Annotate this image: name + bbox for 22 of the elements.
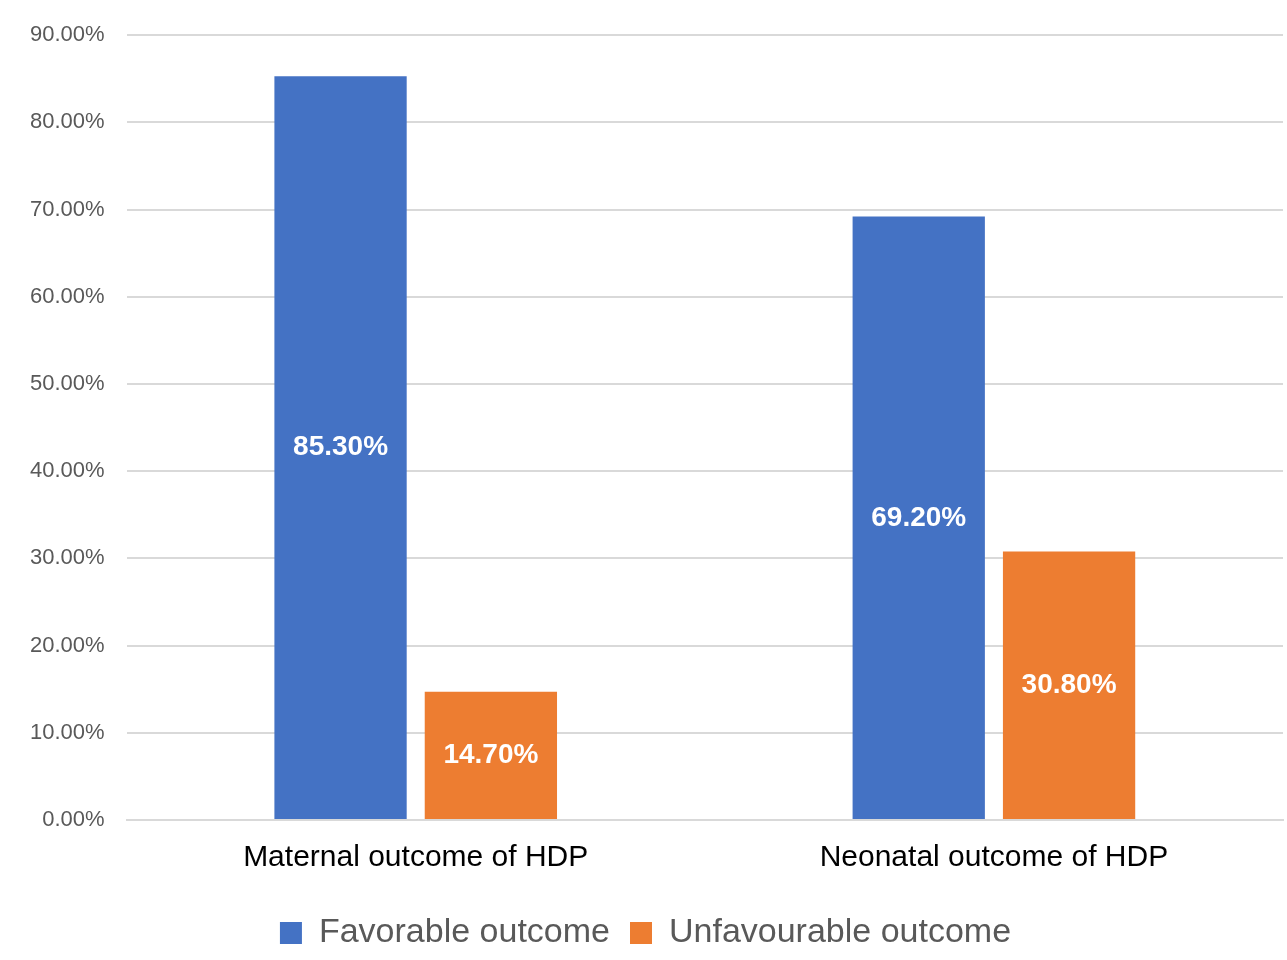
y-tick-label: 0.00% xyxy=(42,806,105,832)
data-label: 69.20% xyxy=(871,500,967,532)
bar xyxy=(274,76,407,819)
y-tick-label: 40.00% xyxy=(29,457,105,483)
y-tick-label: 60.00% xyxy=(29,282,105,308)
bar xyxy=(1002,551,1136,819)
y-tick-label: 50.00% xyxy=(29,370,105,396)
x-tick-label: Maternal outcome of HDP xyxy=(243,839,589,873)
data-label: 85.30% xyxy=(293,430,389,462)
y-tick-label: 30.00% xyxy=(29,544,105,570)
bar xyxy=(852,216,985,819)
x-tick-label: Neonatal outcome of HDP xyxy=(819,839,1169,873)
y-tick-label: 70.00% xyxy=(29,195,105,221)
bar xyxy=(424,691,558,819)
y-tick-label: 10.00% xyxy=(29,718,105,744)
y-tick-label: 80.00% xyxy=(29,108,105,134)
data-label: 30.80% xyxy=(1021,667,1117,699)
data-label: 14.70% xyxy=(443,738,539,770)
legend-label: Unfavourable outcome xyxy=(668,911,1012,950)
legend-label: Favorable outcome xyxy=(318,911,610,950)
y-tick-label: 90.00% xyxy=(29,21,105,47)
y-tick-label: 20.00% xyxy=(29,631,105,657)
